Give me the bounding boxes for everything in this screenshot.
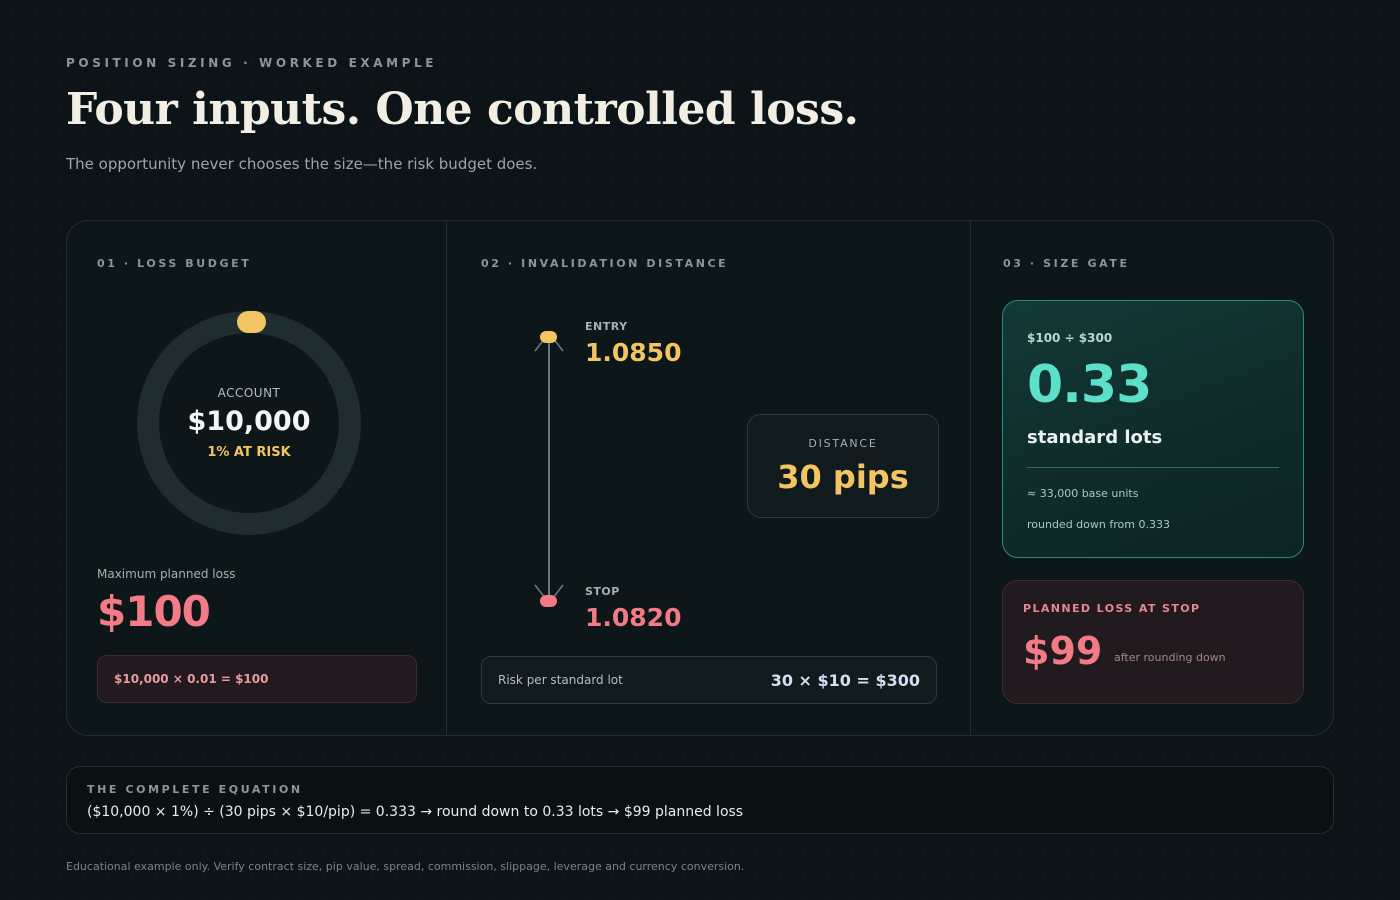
ring-marker-icon bbox=[237, 311, 266, 333]
distance-card: DISTANCE 30 pips bbox=[747, 414, 939, 518]
planned-loss-label: PLANNED LOSS AT STOP bbox=[1023, 602, 1201, 615]
risk-percent: 1% AT RISK bbox=[207, 445, 291, 460]
base-units: ≈ 33,000 base units bbox=[1027, 487, 1139, 500]
planned-loss-card: PLANNED LOSS AT STOP $99 after rounding … bbox=[1002, 580, 1304, 704]
ring-center: ACCOUNT $10,000 1% AT RISK bbox=[137, 311, 361, 535]
risk-per-lot-value: 30 × $10 = $300 bbox=[770, 670, 920, 690]
size-result-card: $100 ÷ $300 0.33 standard lots ≈ 33,000 … bbox=[1002, 300, 1304, 558]
distance-label: DISTANCE bbox=[808, 436, 878, 450]
equation-card: THE COMPLETE EQUATION ($10,000 × 1%) ÷ (… bbox=[66, 766, 1334, 834]
account-label: ACCOUNT bbox=[217, 386, 281, 400]
main-panel: 01 · LOSS BUDGET ACCOUNT $10,000 1% AT R… bbox=[66, 220, 1334, 736]
distance-value: 30 pips bbox=[777, 457, 909, 496]
entry-label: ENTRY bbox=[585, 320, 628, 333]
loss-calc: $10,000 × 0.01 = $100 bbox=[97, 655, 417, 703]
size-gate-label: 03 · SIZE GATE bbox=[1003, 257, 1130, 270]
entry-value: 1.0850 bbox=[585, 338, 682, 367]
loss-budget-label: 01 · LOSS BUDGET bbox=[97, 257, 252, 270]
size-value: 0.33 bbox=[1027, 355, 1152, 415]
planned-loss-value: $99 bbox=[1023, 629, 1103, 673]
equation-text: ($10,000 × 1%) ÷ (30 pips × $10/pip) = 0… bbox=[87, 804, 744, 820]
rounding-note: rounded down from 0.333 bbox=[1027, 518, 1170, 531]
card-divider bbox=[1027, 467, 1279, 468]
equation-label: THE COMPLETE EQUATION bbox=[87, 783, 303, 796]
risk-per-lot-label: Risk per standard lot bbox=[498, 673, 623, 687]
price-axis bbox=[548, 341, 550, 595]
section-divider bbox=[446, 221, 447, 735]
entry-marker-icon bbox=[540, 331, 557, 343]
footnote: Educational example only. Verify contrac… bbox=[66, 860, 745, 873]
risk-per-lot: Risk per standard lot 30 × $10 = $300 bbox=[481, 656, 937, 704]
max-loss-label: Maximum planned loss bbox=[97, 567, 236, 581]
planned-loss-note: after rounding down bbox=[1114, 651, 1226, 664]
size-unit: standard lots bbox=[1027, 427, 1163, 448]
page-title: Four inputs. One controlled loss. bbox=[66, 84, 859, 135]
invalidation-label: 02 · INVALIDATION DISTANCE bbox=[481, 257, 729, 270]
max-loss-value: $100 bbox=[97, 587, 211, 636]
account-value: $10,000 bbox=[187, 406, 311, 437]
stop-marker-icon bbox=[540, 595, 557, 607]
stop-value: 1.0820 bbox=[585, 603, 682, 632]
eyebrow: POSITION SIZING · WORKED EXAMPLE bbox=[66, 56, 438, 70]
page-subtitle: The opportunity never chooses the size—t… bbox=[66, 155, 538, 173]
size-formula: $100 ÷ $300 bbox=[1027, 331, 1113, 345]
stop-label: STOP bbox=[585, 585, 620, 598]
section-divider bbox=[970, 221, 971, 735]
